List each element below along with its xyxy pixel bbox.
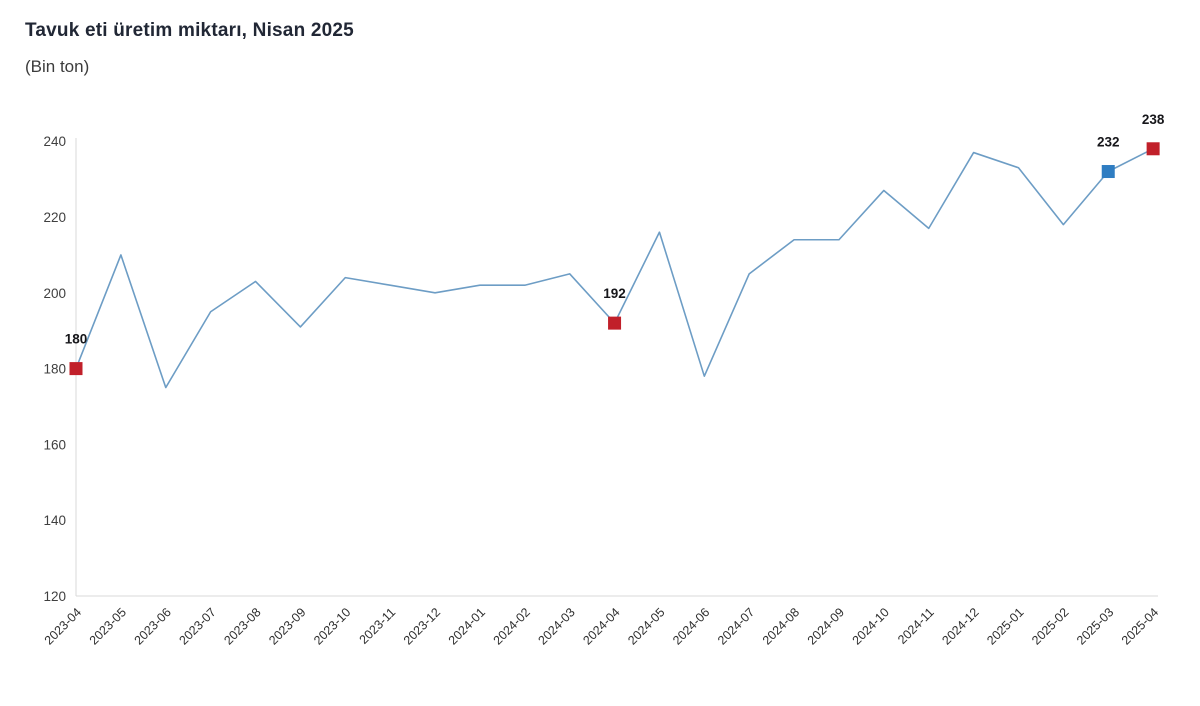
x-tick-label: 2023-11 xyxy=(357,605,399,647)
x-tick-label: 2025-02 xyxy=(1029,605,1071,647)
x-tick-label: 2023-10 xyxy=(311,605,353,647)
x-tick-label: 2024-01 xyxy=(446,605,488,647)
x-tick-label: 2024-06 xyxy=(670,605,712,647)
data-point-label-2025-04: 238 xyxy=(1142,112,1165,127)
production-line xyxy=(75,147,1154,389)
x-tick-label: 2024-03 xyxy=(535,605,577,647)
x-tick-label: 2024-09 xyxy=(805,605,847,647)
data-marker-2023-04 xyxy=(69,362,83,376)
x-tick-label: 2025-03 xyxy=(1074,605,1116,647)
y-tick-label: 200 xyxy=(43,286,66,301)
x-tick-label: 2024-08 xyxy=(760,605,802,647)
x-tick-label: 2023-12 xyxy=(401,605,443,647)
y-tick-label: 140 xyxy=(43,513,66,528)
x-tick-label: 2024-11 xyxy=(895,605,937,647)
y-tick-label: 120 xyxy=(43,589,66,604)
y-tick-label: 160 xyxy=(43,437,66,452)
data-marker-2025-04 xyxy=(1146,142,1160,156)
data-marker-2024-04 xyxy=(608,316,622,330)
x-tick-label: 2025-04 xyxy=(1119,605,1161,647)
x-tick-label: 2023-07 xyxy=(176,605,218,647)
x-tick-label: 2023-08 xyxy=(221,605,263,647)
x-tick-label: 2024-10 xyxy=(850,605,892,647)
y-tick-label: 240 xyxy=(43,134,66,149)
chart-title: Tavuk eti üretim miktarı, Nisan 2025 xyxy=(25,20,354,41)
chart-subtitle: (Bin ton) xyxy=(25,57,90,76)
x-tick-label: 2025-01 xyxy=(984,605,1026,647)
y-tick-label: 180 xyxy=(43,362,66,377)
x-tick-label: 2023-04 xyxy=(42,605,84,647)
y-tick-label: 220 xyxy=(43,210,66,225)
x-tick-label: 2024-07 xyxy=(715,605,757,647)
data-point-label-2023-04: 180 xyxy=(65,332,88,347)
x-tick-label: 2023-06 xyxy=(132,605,174,647)
x-tick-label: 2023-05 xyxy=(87,605,129,647)
data-marker-2025-03 xyxy=(1101,165,1115,179)
x-tick-label: 2024-02 xyxy=(491,605,533,647)
x-tick-label: 2023-09 xyxy=(266,605,308,647)
x-tick-label: 2024-12 xyxy=(939,605,981,647)
data-point-label-2024-04: 192 xyxy=(603,286,626,301)
x-tick-label: 2024-04 xyxy=(580,605,622,647)
data-point-label-2025-03: 232 xyxy=(1097,135,1120,150)
x-tick-label: 2024-05 xyxy=(625,605,667,647)
